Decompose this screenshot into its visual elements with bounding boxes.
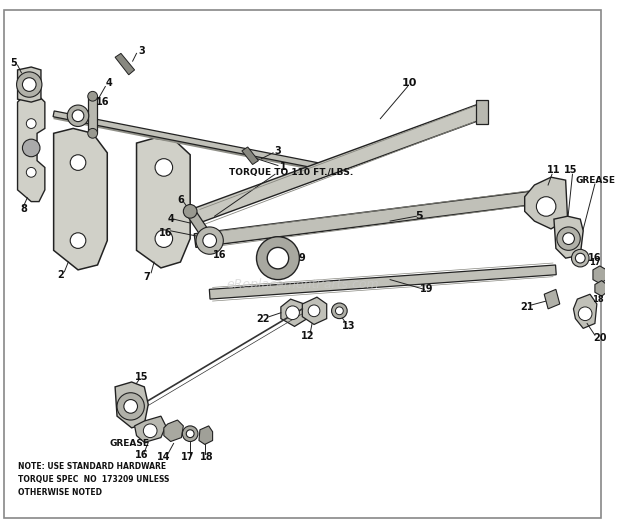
Text: eReplacementParts.com: eReplacementParts.com (226, 278, 379, 291)
Polygon shape (135, 416, 166, 442)
Circle shape (557, 227, 580, 250)
Circle shape (186, 430, 194, 438)
Circle shape (22, 139, 40, 157)
Circle shape (70, 155, 86, 171)
Circle shape (308, 305, 320, 317)
Text: 16: 16 (135, 450, 148, 460)
Text: 16: 16 (159, 228, 172, 238)
Polygon shape (54, 128, 107, 270)
Polygon shape (554, 216, 583, 258)
Text: 4: 4 (106, 78, 113, 88)
Text: 17: 17 (180, 452, 194, 462)
Text: GREASE: GREASE (575, 176, 616, 185)
Text: 6: 6 (177, 195, 184, 205)
Polygon shape (136, 138, 190, 268)
Text: TORQUE TO 110 FT./LBS.: TORQUE TO 110 FT./LBS. (229, 168, 353, 177)
Text: 9: 9 (299, 253, 306, 263)
Circle shape (575, 253, 585, 263)
Polygon shape (210, 265, 556, 299)
Polygon shape (186, 209, 214, 243)
Text: 21: 21 (520, 302, 533, 312)
Circle shape (286, 306, 299, 319)
Polygon shape (525, 177, 567, 229)
Circle shape (196, 227, 223, 254)
Polygon shape (53, 116, 327, 173)
Polygon shape (164, 420, 184, 441)
Polygon shape (17, 67, 41, 102)
Text: 10: 10 (402, 78, 417, 88)
Circle shape (70, 233, 86, 248)
Text: 15: 15 (135, 372, 148, 382)
Text: 2: 2 (57, 270, 64, 280)
Text: TORQUE SPEC  NO  173209 UNLESS: TORQUE SPEC NO 173209 UNLESS (17, 475, 169, 484)
Text: 16: 16 (95, 97, 109, 107)
Circle shape (124, 400, 138, 413)
Text: 12: 12 (301, 331, 314, 341)
Text: 5: 5 (415, 211, 423, 221)
Polygon shape (53, 111, 327, 171)
Circle shape (143, 424, 157, 438)
Circle shape (72, 110, 84, 121)
Text: 3: 3 (138, 46, 145, 56)
Circle shape (88, 91, 97, 101)
Circle shape (578, 307, 592, 320)
Polygon shape (281, 299, 307, 326)
Polygon shape (199, 426, 213, 445)
Circle shape (26, 119, 36, 128)
Polygon shape (17, 95, 45, 202)
Text: 17: 17 (589, 258, 601, 267)
Circle shape (563, 233, 574, 244)
Polygon shape (595, 280, 606, 296)
Circle shape (182, 426, 198, 441)
Circle shape (117, 393, 144, 420)
Circle shape (257, 237, 299, 280)
Text: NOTE: USE STANDARD HARDWARE: NOTE: USE STANDARD HARDWARE (17, 463, 166, 472)
Text: OTHERWISE NOTED: OTHERWISE NOTED (17, 488, 102, 497)
Circle shape (267, 248, 289, 269)
Text: 3: 3 (275, 146, 281, 156)
Text: 11: 11 (547, 165, 560, 175)
Text: 22: 22 (257, 314, 270, 324)
Circle shape (17, 72, 42, 97)
Text: 18: 18 (200, 452, 213, 462)
Polygon shape (303, 297, 327, 325)
Polygon shape (192, 105, 482, 223)
Circle shape (572, 249, 589, 267)
Text: 16: 16 (213, 250, 226, 260)
Text: 5: 5 (11, 58, 17, 68)
Circle shape (68, 105, 89, 127)
Text: 8: 8 (20, 204, 27, 214)
Circle shape (203, 234, 216, 248)
Polygon shape (194, 190, 542, 247)
Text: 1: 1 (280, 163, 286, 173)
Circle shape (26, 167, 36, 177)
Circle shape (155, 159, 172, 176)
Polygon shape (115, 53, 135, 75)
Text: 13: 13 (342, 322, 356, 332)
Text: 4: 4 (167, 214, 174, 224)
Polygon shape (88, 96, 97, 133)
Text: 7: 7 (143, 272, 149, 281)
Text: 18: 18 (592, 295, 604, 304)
Circle shape (88, 128, 97, 138)
Polygon shape (115, 382, 148, 428)
Text: 16: 16 (588, 253, 601, 263)
Circle shape (332, 303, 347, 318)
Text: 15: 15 (564, 165, 577, 175)
Polygon shape (593, 266, 606, 284)
Polygon shape (544, 289, 560, 309)
Text: GREASE: GREASE (109, 439, 149, 448)
Text: 19: 19 (420, 285, 434, 294)
Polygon shape (574, 294, 597, 328)
Polygon shape (476, 100, 487, 124)
Circle shape (155, 230, 172, 248)
Circle shape (184, 204, 197, 218)
Polygon shape (242, 147, 259, 165)
Circle shape (22, 78, 36, 91)
Text: 20: 20 (593, 333, 606, 343)
Text: 14: 14 (157, 452, 171, 462)
Circle shape (335, 307, 343, 315)
Circle shape (536, 197, 556, 216)
